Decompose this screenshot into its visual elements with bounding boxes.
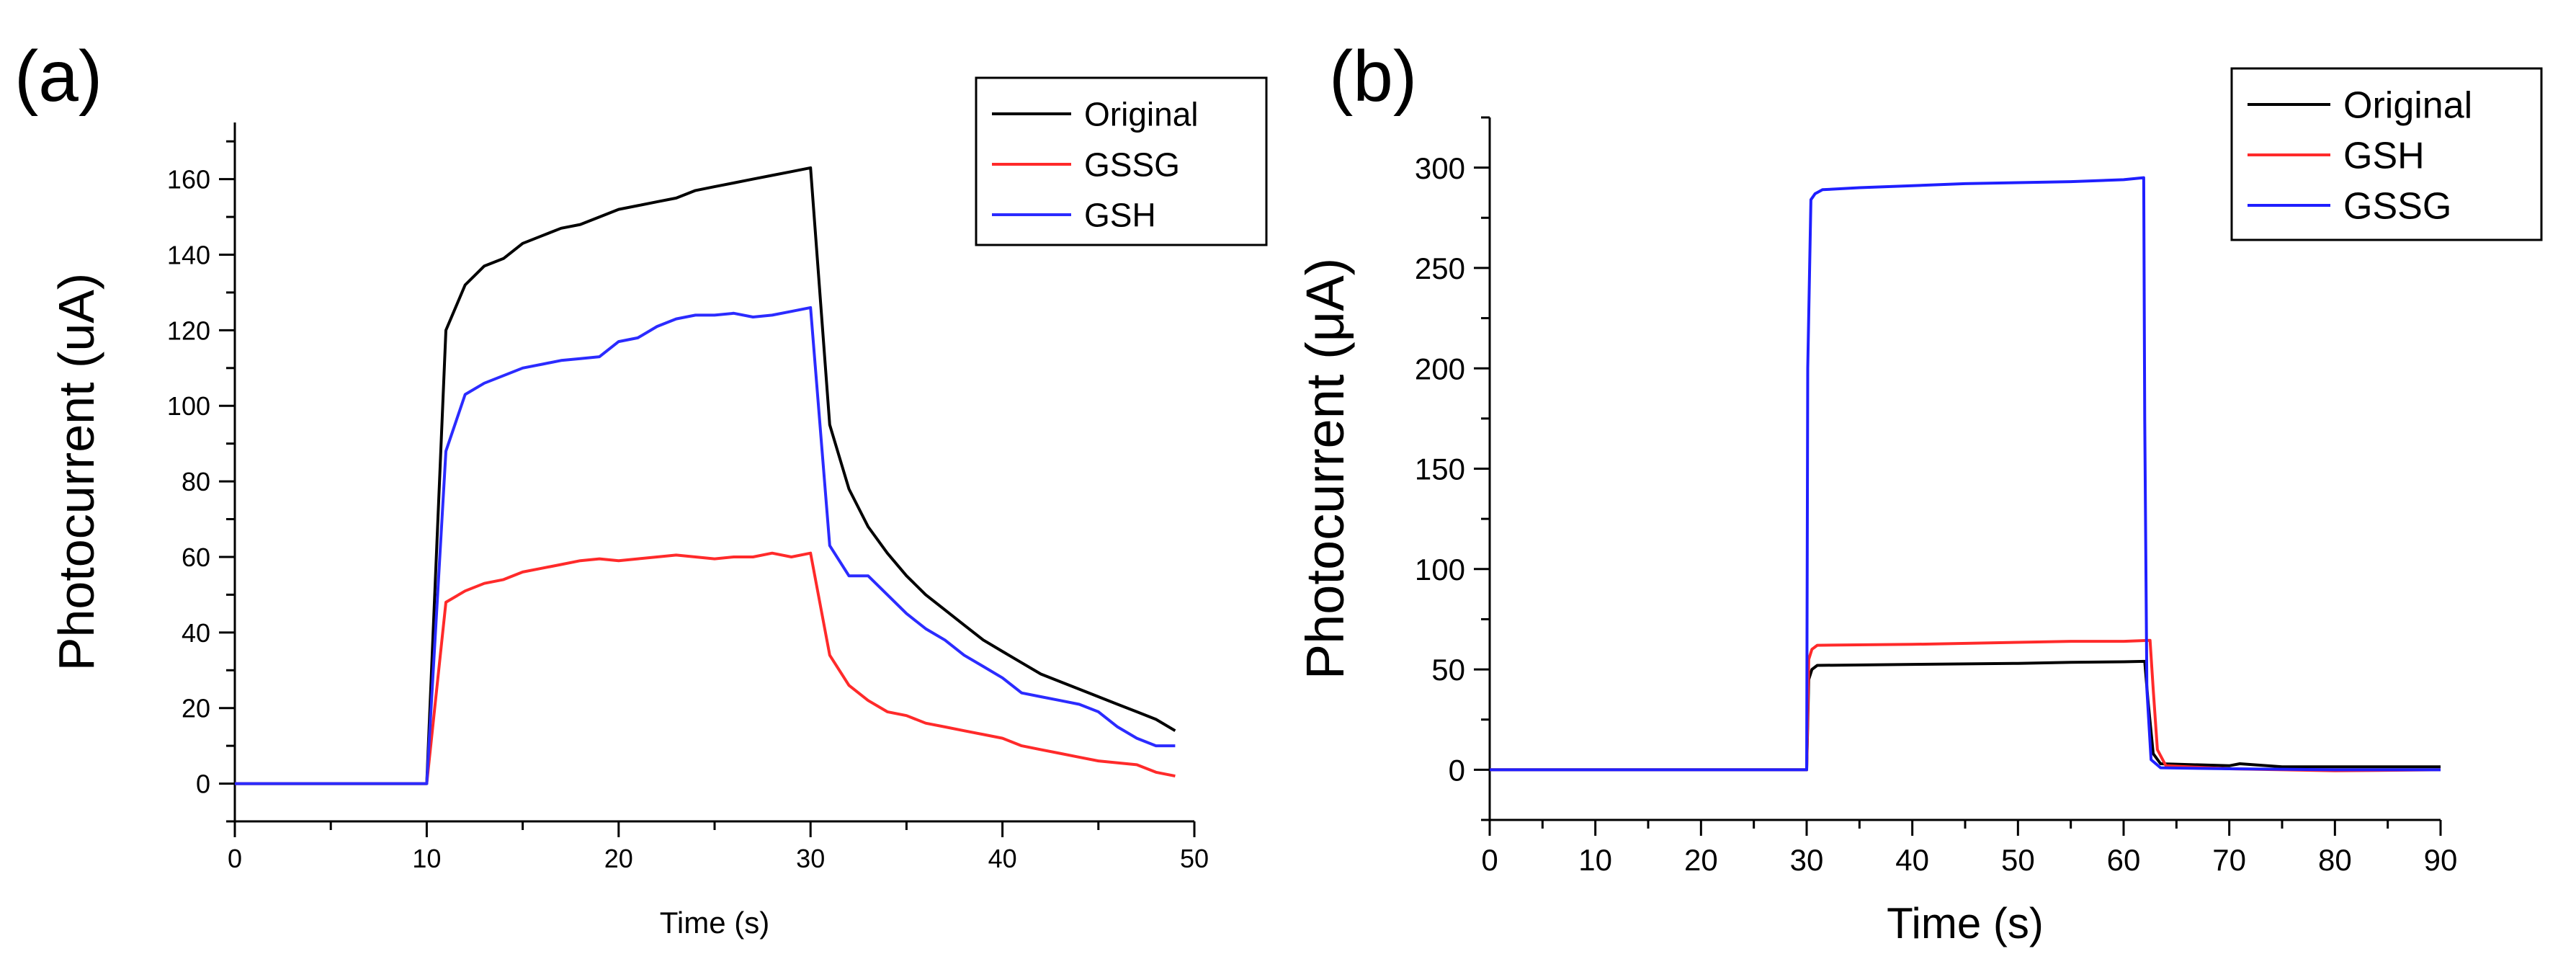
- plot-area-b: 0 10 20 30 40 50 60 70 80 90 0 50 100 150 200 250 300 Tim…: [1295, 67, 2543, 947]
- chart-b-x-tick-label: 10: [1578, 843, 1612, 877]
- chart-b-x-tick-label: 80: [2318, 843, 2352, 877]
- chart-b-x-tick-label: 40: [1895, 843, 1929, 877]
- chart-a-series-gssg: [235, 551, 1176, 785]
- panel-a: (a) 0 10 20 30 40 50 0 20 40 60 80 100 120 140 160 Time…: [14, 36, 1268, 940]
- chart-b-y-tick-label: 250: [1415, 251, 1465, 285]
- chart-a-x-tick-label: 40: [988, 844, 1017, 873]
- chart-b-y-tick-label: 0: [1449, 753, 1465, 787]
- chart-a-legend-box: [975, 76, 1268, 246]
- chart-a-y-tick-label: 20: [182, 694, 210, 723]
- chart-b-x-tick-label: 30: [1790, 843, 1824, 877]
- panel-b-label: (b): [1329, 36, 1417, 117]
- chart-a-y-tick-label: 0: [196, 769, 210, 799]
- plot-area-a: 0 10 20 30 40 50 0 20 40 60 80 100 120 140 160 Time (s)…: [48, 76, 1268, 940]
- chart-b-y-label: Photocurrent (μA): [1295, 258, 1355, 680]
- panel-a-label: (a): [14, 36, 102, 117]
- chart-a-x-label: Time (s): [660, 906, 769, 940]
- chart-b-legend-label-gsh: GSH: [2343, 135, 2425, 177]
- chart-b-series-gssg: [1490, 176, 2441, 772]
- chart-a-y-tick-label: 120: [167, 316, 210, 345]
- chart-b-x-tick-label: 50: [2001, 843, 2035, 877]
- chart-b-y-tick-label: 50: [1431, 653, 1465, 687]
- chart-b-legend: Original GSH GSSG: [2230, 67, 2543, 241]
- chart-b-x-tick-label: 0: [1481, 843, 1498, 877]
- chart-b-x-tick-label: 20: [1684, 843, 1718, 877]
- chart-a-x-tick-label: 10: [412, 844, 441, 873]
- chart-b-series-original: [1490, 659, 2441, 772]
- chart-b-y-tick-label: 150: [1415, 452, 1465, 486]
- chart-a-legend: Original GSSG GSH: [975, 76, 1268, 246]
- chart-a-y-tick-label: 40: [182, 618, 210, 648]
- chart-b-legend-label-gssg: GSSG: [2343, 186, 2451, 228]
- chart-b-x-label: Time (s): [1887, 899, 2044, 947]
- chart-b-y-tick-label: 300: [1415, 151, 1465, 185]
- chart-a-series-original: [235, 166, 1176, 785]
- chart-a-y-tick-label: 100: [167, 391, 210, 421]
- chart-a-y-tick-label: 140: [167, 240, 210, 269]
- chart-a-y-tick-label: 80: [182, 467, 210, 496]
- chart-a-x-tick-label: 0: [228, 844, 242, 873]
- chart-a-legend-label-original: Original: [1084, 96, 1199, 133]
- chart-b-series-gsh: [1490, 638, 2441, 772]
- chart-a-y-tick-label: 160: [167, 165, 210, 195]
- chart-a-series-gsh: [235, 305, 1176, 785]
- chart-a-x-tick-label: 50: [1180, 844, 1209, 873]
- chart-b-legend-label-original: Original: [2343, 85, 2472, 127]
- panel-b: (b) 0 10 20 30 40 50 60 70 80 90 0 50 100 150 200 250 30…: [1295, 36, 2543, 947]
- chart-a-x-tick-label: 30: [796, 844, 825, 873]
- chart-a-y-label: Photocurrent (uA): [48, 273, 104, 671]
- chart-a-legend-label-gsh: GSH: [1084, 197, 1156, 234]
- chart-a-legend-label-gssg: GSSG: [1084, 146, 1180, 184]
- chart-b-y-tick-label: 200: [1415, 352, 1465, 385]
- chart-b-x-tick-label: 60: [2107, 843, 2141, 877]
- chart-a-x-tick-label: 20: [604, 844, 633, 873]
- chart-a-y-tick-label: 60: [182, 543, 210, 572]
- chart-b-x-tick-label: 70: [2212, 843, 2246, 877]
- chart-b-x-tick-label: 90: [2424, 843, 2458, 877]
- chart-b-y-tick-label: 100: [1415, 553, 1465, 586]
